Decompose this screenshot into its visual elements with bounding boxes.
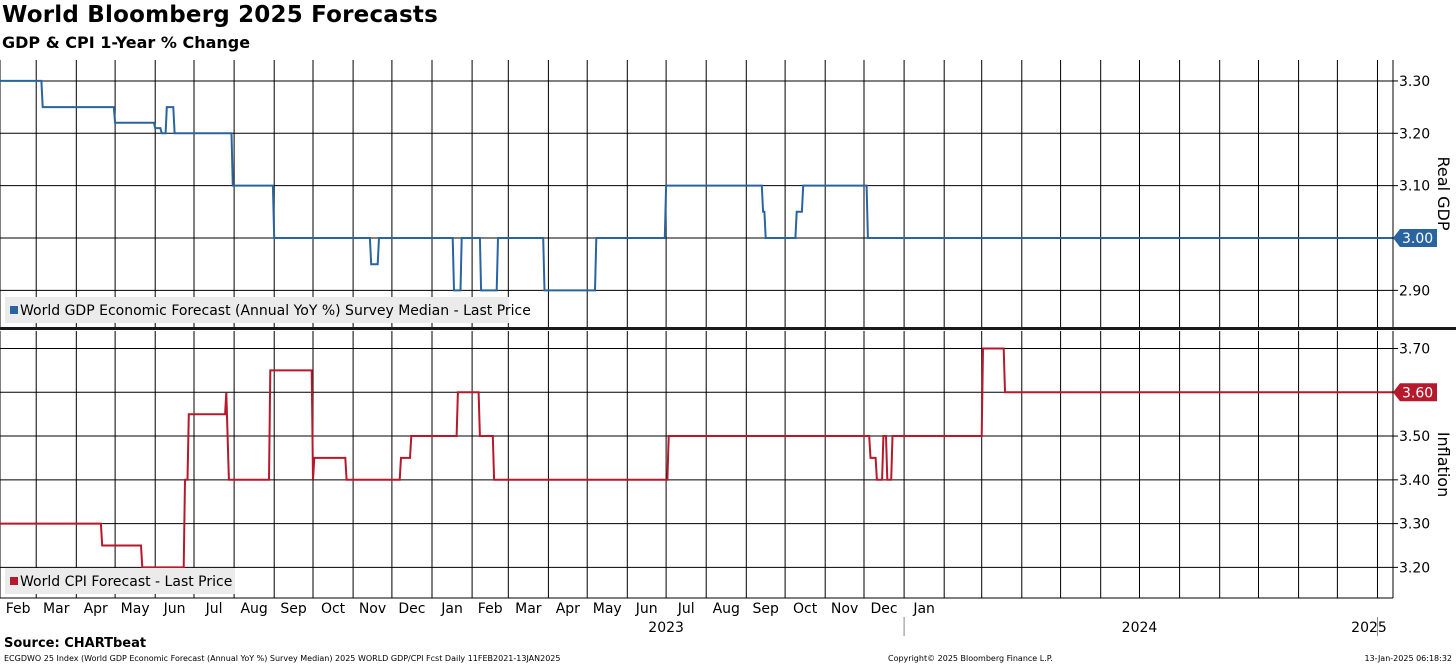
x-tick-label: Jul	[677, 601, 695, 617]
y-axis-title: Inflation	[1434, 432, 1453, 497]
x-tick-label: Feb	[478, 601, 503, 617]
legend-box	[5, 568, 235, 594]
x-tick-label: Mar	[43, 601, 70, 617]
x-tick-label: Feb	[6, 601, 31, 617]
series-layer	[0, 79, 1393, 569]
x-tick-label: Oct	[321, 601, 346, 617]
panel-divider	[0, 327, 1456, 330]
x-tick-label: May	[121, 601, 150, 617]
x-tick-label: Aug	[240, 601, 267, 617]
y-tick-label: 3.20	[1399, 126, 1430, 142]
y-tick-label: 2.90	[1399, 283, 1430, 299]
y-tick-label: 3.30	[1399, 517, 1430, 533]
x-tick-label: Sep	[280, 601, 307, 617]
axis-layer: Feb Mar Apr May Jun Jul Aug Sep Oct Nov Dec Jan Feb M…	[0, 60, 1456, 636]
y-tick-label: 3.50	[1399, 429, 1430, 445]
x-tick-label: Jan	[912, 601, 935, 617]
cpi-series-line	[0, 347, 1393, 569]
year-label: 2023	[648, 620, 684, 636]
y-tick-label: 3.30	[1399, 74, 1430, 90]
y-axis-title: Real GDP	[1434, 157, 1453, 231]
legend-swatch	[10, 577, 18, 585]
x-tick-label: Nov	[831, 601, 858, 617]
x-tick-label: Sep	[753, 601, 780, 617]
x-tick-label: Oct	[793, 601, 818, 617]
x-tick-label: Mar	[515, 601, 542, 617]
chart-subtitle: GDP & CPI 1-Year % Change	[2, 33, 251, 52]
last-value-label: 3.60	[1402, 385, 1433, 401]
last-value-tag	[1393, 229, 1437, 247]
x-tick-label: Jun	[635, 601, 658, 617]
chart-title: World Bloomberg 2025 Forecasts	[2, 2, 438, 28]
x-tick-label: Apr	[556, 601, 580, 617]
x-tick-label: Dec	[870, 601, 897, 617]
legend-swatch	[10, 306, 18, 314]
footer-copyright: Copyright© 2025 Bloomberg Finance L.P.	[888, 654, 1053, 663]
x-tick-label: Jul	[205, 601, 223, 617]
x-tick-label: Nov	[359, 601, 386, 617]
x-tick-label: Jan	[440, 601, 463, 617]
legend-entry: World CPI Forecast - Last Price	[20, 574, 232, 590]
y-tick-label: 3.40	[1399, 473, 1430, 489]
year-label: 2025	[1351, 620, 1387, 636]
x-tick-label: May	[593, 601, 622, 617]
legend-entry: World GDP Economic Forecast (Annual YoY …	[20, 303, 531, 319]
last-value-label: 3.00	[1402, 231, 1433, 247]
footer-timestamp: 13-Jan-2025 06:18:32	[1364, 654, 1452, 663]
source-label: Source: CHARTbeat	[4, 636, 147, 651]
last-value-tag	[1393, 383, 1437, 402]
y-tick-label: 3.20	[1399, 560, 1430, 576]
x-tick-label: Jun	[163, 601, 186, 617]
legend-box	[5, 297, 509, 323]
x-tick-label: Dec	[398, 601, 425, 617]
x-tick-label: Apr	[84, 601, 108, 617]
year-label: 2024	[1122, 620, 1158, 636]
y-tick-label: 3.10	[1399, 179, 1430, 195]
x-tick-label: Aug	[713, 601, 740, 617]
footer-description: ECGDWO 25 Index (World GDP Economic Fore…	[4, 654, 561, 663]
gdp-series-line	[0, 79, 1393, 292]
legend-layer: World GDP Economic Forecast (Annual YoY …	[5, 297, 531, 594]
y-tick-label: 3.70	[1399, 342, 1430, 358]
